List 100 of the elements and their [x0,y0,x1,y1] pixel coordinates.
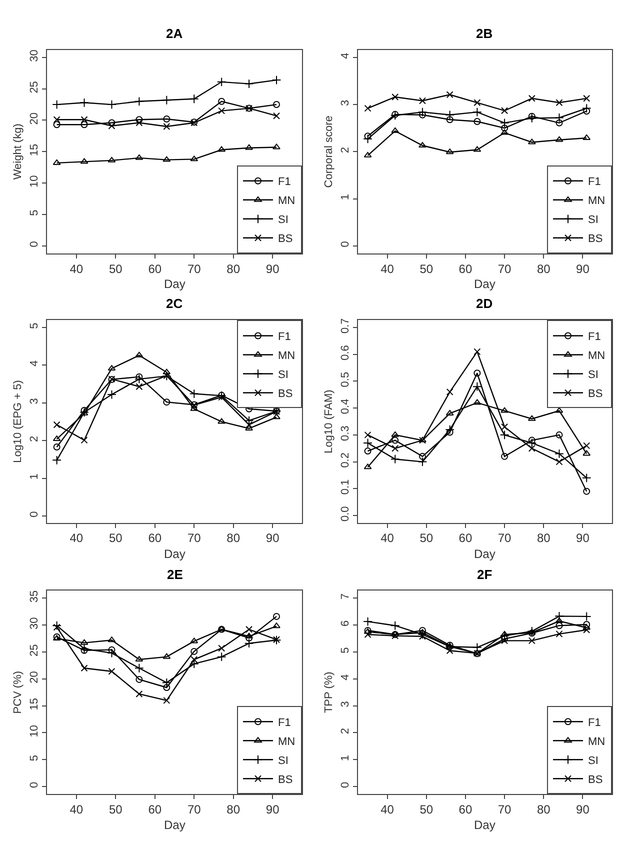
y-tick-label: 4 [28,360,41,367]
x-tick-label: 40 [70,802,84,817]
chart-title: 2B [476,26,493,41]
y-tick-label: 0.2 [340,452,352,468]
x-tick-label: 70 [498,531,512,546]
legend-label: MN [588,195,606,208]
y-tick-label: 30 [28,617,41,630]
x-tick-label: 60 [148,802,162,817]
x-tick-label: 90 [266,262,280,276]
x-tick-label: 80 [226,262,240,276]
x-tick-label: 90 [576,802,590,817]
y-tick-label: 0.0 [340,506,352,522]
legend-label: BS [278,233,293,246]
x-tick-label: 80 [536,262,551,276]
y-tick-label: 3 [28,398,41,404]
y-tick-label: 25 [28,644,41,656]
y-tick-label: 10 [28,175,41,188]
x-axis-title: Day [164,277,186,291]
legend-label: F1 [278,331,291,344]
x-tick-label: 40 [70,531,84,546]
y-tick-label: 0 [28,782,41,788]
x-tick-label: 80 [536,531,551,546]
x-tick-label: 90 [266,531,280,546]
y-tick-label: 10 [28,724,41,738]
legend-label: BS [588,233,603,246]
legend-label: BS [278,774,293,786]
legend-label: F1 [278,176,291,188]
legend-label: F1 [278,716,291,729]
x-tick-label: 70 [498,802,512,817]
chart-title: 2F [477,567,492,582]
x-tick-label: 40 [70,262,84,276]
x-tick-label: 50 [108,262,123,276]
legend-label: F1 [588,331,601,344]
y-tick-label: 15 [28,144,41,156]
x-tick-label: 90 [576,531,590,546]
y-tick-label: 20 [28,112,41,125]
x-tick-label: 70 [187,802,202,817]
x-tick-label: 60 [458,802,472,817]
legend-label: SI [588,214,598,226]
legend-label: SI [588,369,598,382]
y-tick-label: 2 [28,436,41,442]
x-tick-label: 50 [108,802,123,817]
y-tick-label: 5 [28,322,41,329]
y-tick-label: 3 [340,100,352,106]
legend-label: SI [588,754,598,767]
x-tick-label: 40 [380,531,394,546]
y-tick-label: 0.4 [340,398,352,414]
y-tick-label: 1 [340,754,352,762]
x-tick-label: 50 [420,531,434,546]
legend-label: F1 [588,716,601,729]
x-tick-label: 60 [458,531,472,546]
legend-label: SI [278,214,288,226]
x-tick-label: 60 [148,262,162,276]
y-tick-label: 5 [340,647,352,654]
x-tick-label: 80 [536,802,551,817]
x-tick-label: 80 [226,531,240,546]
x-tick-label: 70 [498,262,512,276]
x-axis-title: Day [474,547,496,561]
chart-title: 2C [166,296,184,311]
y-tick-label: 2 [340,146,352,154]
y-tick-label: 0 [340,241,352,248]
x-axis-title: Day [164,818,186,832]
y-tick-label: 25 [28,81,41,94]
y-tick-label: 1 [28,474,41,480]
legend-label: BS [588,388,603,400]
y-axis-title: Corporal score [323,116,336,188]
y-tick-label: 4 [340,52,352,59]
x-tick-label: 60 [148,531,162,546]
legend-label: MN [278,736,296,748]
y-axis-title: Log10 (FAM) [323,390,336,454]
chart-title: 2E [167,567,184,582]
x-tick-label: 90 [576,262,590,276]
x-axis-title: Day [164,547,186,561]
x-tick-label: 90 [266,802,280,817]
y-axis-title: Weight (kg) [12,124,24,180]
x-tick-label: 70 [187,531,202,546]
y-tick-label: 6 [340,620,352,626]
legend-label: F1 [588,176,601,188]
legend-label: MN [588,736,606,748]
legend-label: BS [278,388,293,400]
y-tick-label: 7 [340,593,352,600]
legend-label: SI [278,369,288,382]
x-tick-label: 80 [226,802,240,817]
x-tick-label: 50 [420,262,434,276]
y-tick-label: 0 [28,511,41,518]
y-axis-title: PCV (%) [12,670,24,714]
y-tick-label: 5 [28,210,41,216]
y-tick-label: 0 [340,782,352,788]
y-tick-label: 35 [28,590,41,603]
y-tick-label: 0.1 [340,479,352,495]
y-axis-title: Log10 (EPG + 5) [12,380,24,463]
y-tick-label: 5 [28,754,41,762]
y-tick-label: 3 [340,701,352,708]
y-tick-label: 20 [28,671,41,684]
y-tick-label: 4 [340,674,352,680]
x-tick-label: 40 [380,262,394,276]
y-axis-title: TPP (%) [323,672,336,714]
y-tick-label: 0.6 [340,345,352,360]
legend-label: MN [278,350,296,362]
x-tick-label: 60 [458,262,472,276]
